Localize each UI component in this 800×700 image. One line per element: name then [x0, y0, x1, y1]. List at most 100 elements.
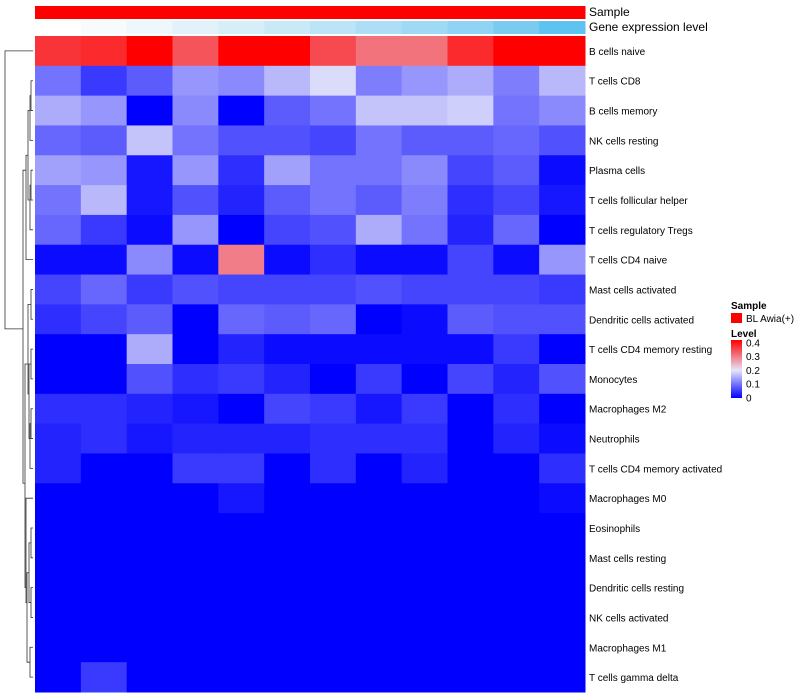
- heatmap-cell: [401, 155, 448, 186]
- heatmap-cell: [218, 125, 265, 156]
- heatmap-cell: [447, 632, 494, 663]
- heatmap-cell: [80, 662, 128, 693]
- heatmap-cell: [493, 36, 540, 67]
- heatmap-cell: [447, 65, 494, 97]
- heatmap-cell: [401, 572, 448, 604]
- heatmap-cell: [447, 393, 494, 425]
- heatmap-cell: [264, 364, 311, 395]
- heatmap-cell: [218, 95, 265, 126]
- dendrogram-branch: [29, 95, 33, 141]
- heatmap-cell: [172, 185, 219, 216]
- heatmap-cell: [539, 393, 586, 425]
- heatmap-cell: [80, 453, 128, 484]
- heatmap-cell: [264, 155, 311, 186]
- heatmap-cell: [218, 423, 265, 454]
- legend-tick-label: 0.1: [746, 380, 760, 391]
- heatmap-cell: [35, 364, 82, 395]
- annotation-cell: [401, 6, 448, 19]
- heatmap-cell: [80, 364, 128, 395]
- legend-sample-title: Sample: [731, 301, 767, 312]
- heatmap-cell: [493, 334, 540, 365]
- heatmap-cell: [355, 244, 403, 276]
- heatmap-cell: [401, 274, 448, 305]
- heatmap-cell: [539, 662, 586, 693]
- heatmap-cell: [447, 95, 494, 126]
- heatmap-cell: [310, 602, 357, 633]
- annotation-cell: [80, 6, 128, 19]
- heatmap-cell: [355, 513, 403, 544]
- annotation-tracks: [35, 6, 586, 34]
- heatmap-cell: [539, 632, 586, 663]
- annotation-cell: [493, 21, 540, 34]
- heatmap-cell: [355, 453, 403, 484]
- heatmap-cell: [310, 95, 357, 126]
- heatmap-cell: [447, 513, 494, 544]
- heatmap-cell: [126, 662, 173, 693]
- row-label: Plasma cells: [589, 166, 645, 177]
- legend-tick-label: 0: [746, 394, 752, 405]
- annotation-cell: [218, 21, 265, 34]
- row-label: Macrophages M0: [589, 494, 667, 505]
- heatmap-cell: [80, 185, 128, 216]
- heatmap-cell: [493, 453, 540, 484]
- dendrogram-branch: [29, 184, 33, 231]
- dendrogram-branch: [30, 527, 33, 559]
- heatmap-cell: [80, 423, 128, 454]
- heatmap-cell: [539, 483, 586, 514]
- heatmap-cell: [447, 453, 494, 484]
- heatmap-cell: [35, 662, 82, 693]
- heatmap-cell: [35, 632, 82, 663]
- heatmap-cell: [126, 334, 173, 365]
- heatmap-cell: [493, 65, 540, 97]
- heatmap-cell: [355, 632, 403, 663]
- annotation-cell: [218, 6, 265, 19]
- heatmap-cell: [264, 125, 311, 156]
- heatmap-cell: [310, 662, 357, 693]
- heatmap-cell: [218, 185, 265, 216]
- heatmap-cell: [539, 214, 586, 246]
- heatmap-cell: [264, 662, 311, 693]
- row-label: Dendritic cells activated: [589, 315, 694, 326]
- heatmap-cell: [493, 602, 540, 633]
- heatmap-cell: [401, 214, 448, 246]
- heatmap-cell: [355, 602, 403, 633]
- heatmap-cell: [493, 393, 540, 425]
- annotation-cell: [355, 21, 403, 34]
- heatmap-cell: [80, 572, 128, 604]
- heatmap-cell: [447, 542, 494, 574]
- heatmap-cell: [80, 304, 128, 335]
- heatmap-cell: [35, 483, 82, 514]
- heatmap-cell: [310, 393, 357, 425]
- annotation-cell: [310, 6, 357, 19]
- heatmap-cell: [539, 65, 586, 97]
- heatmap-cell: [80, 125, 128, 156]
- heatmap-cell: [35, 572, 82, 604]
- heatmap-cell: [80, 95, 128, 126]
- heatmap-cell: [126, 185, 173, 216]
- heatmap-cell: [493, 632, 540, 663]
- heatmap-cell: [401, 334, 448, 365]
- heatmap-cell: [447, 662, 494, 693]
- heatmap-cell: [310, 423, 357, 454]
- heatmap-cell: [493, 155, 540, 186]
- legend: Sample BL Awia(+) Level 0.4 0.3 0.2 0.1 0: [731, 301, 794, 405]
- row-label: NK cells resting: [589, 136, 658, 147]
- heatmap-cell: [539, 125, 586, 156]
- heatmap-cell: [126, 513, 173, 544]
- heatmap-cell: [493, 483, 540, 514]
- heatmap-cell: [172, 483, 219, 514]
- heatmap-cell: [355, 214, 403, 246]
- heatmap-cell: [264, 572, 311, 604]
- heatmap-cell: [539, 36, 586, 67]
- heatmap-cell: [218, 572, 265, 604]
- heatmap-cell: [355, 155, 403, 186]
- heatmap-cell: [218, 364, 265, 395]
- legend-level-title: Level: [731, 329, 757, 340]
- row-label: Macrophages M1: [589, 643, 667, 654]
- heatmap-cell: [493, 95, 540, 126]
- dendrogram-branch: [29, 646, 33, 678]
- heatmap-cell: [35, 453, 82, 484]
- heatmap-cell: [355, 304, 403, 335]
- heatmap-cell: [172, 572, 219, 604]
